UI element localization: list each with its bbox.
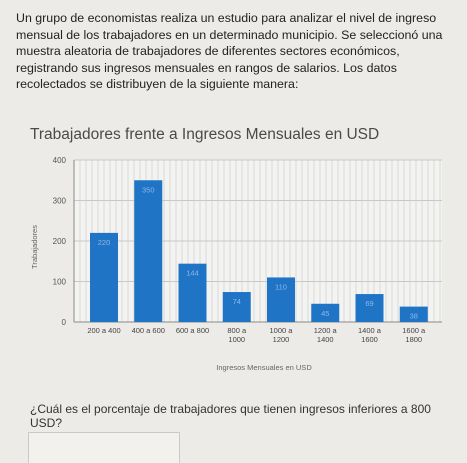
y-tick-label: 200 (53, 237, 67, 246)
x-tick-label: 1200 a (314, 326, 338, 335)
bar-chart: 0 100 200 300 400 Trabajadores 220 200 a 400 350… (30, 156, 442, 372)
x-tick-label: 1000 a (270, 326, 294, 335)
x-tick-label: 1600 a (402, 326, 426, 335)
bar-value-label: 38 (410, 312, 418, 321)
x-tick-label-line2: 1400 (317, 335, 334, 344)
x-tick-label: 600 a 800 (176, 326, 209, 335)
bar-value-label: 220 (98, 238, 111, 247)
bar (399, 306, 428, 322)
y-tick-label: 100 (53, 278, 67, 287)
bar (355, 294, 384, 322)
problem-statement: Un grupo de economistas realiza un estud… (16, 11, 443, 92)
x-tick-label: 400 a 600 (132, 326, 165, 335)
x-tick-label: 1400 a (358, 326, 382, 335)
bar-value-label: 350 (142, 185, 155, 194)
chart-title: Trabajadores frente a Ingresos Mensuales… (30, 126, 380, 143)
x-tick-label-line2: 1000 (228, 335, 245, 344)
x-tick-label: 200 a 400 (87, 326, 120, 335)
bar-value-label: 144 (186, 269, 199, 278)
x-tick-label-line2: 1600 (361, 335, 378, 344)
bar (178, 263, 207, 322)
bar-value-label: 45 (321, 309, 329, 318)
y-tick-label: 400 (53, 156, 67, 165)
bar-value-label: 69 (365, 299, 373, 308)
question-text: ¿Cuál es el porcentaje de trabajadores q… (30, 402, 431, 430)
x-tick-label-line2: 1800 (405, 335, 422, 344)
x-tick-label-line2: 1200 (273, 335, 290, 344)
y-axis-title: Trabajadores (30, 225, 39, 269)
bar (134, 180, 163, 322)
bar-value-label: 74 (233, 297, 241, 306)
y-tick-label: 0 (62, 318, 67, 327)
bar-value-label: 110 (275, 282, 287, 291)
x-axis-title: Ingresos Mensuales en USD (216, 363, 312, 372)
bar (267, 277, 295, 322)
y-tick-label: 300 (53, 197, 67, 206)
x-tick-label: 800 a (227, 326, 247, 335)
bar (311, 303, 340, 322)
bar (90, 232, 118, 322)
bar (222, 292, 251, 322)
answer-input-box[interactable] (28, 432, 180, 463)
